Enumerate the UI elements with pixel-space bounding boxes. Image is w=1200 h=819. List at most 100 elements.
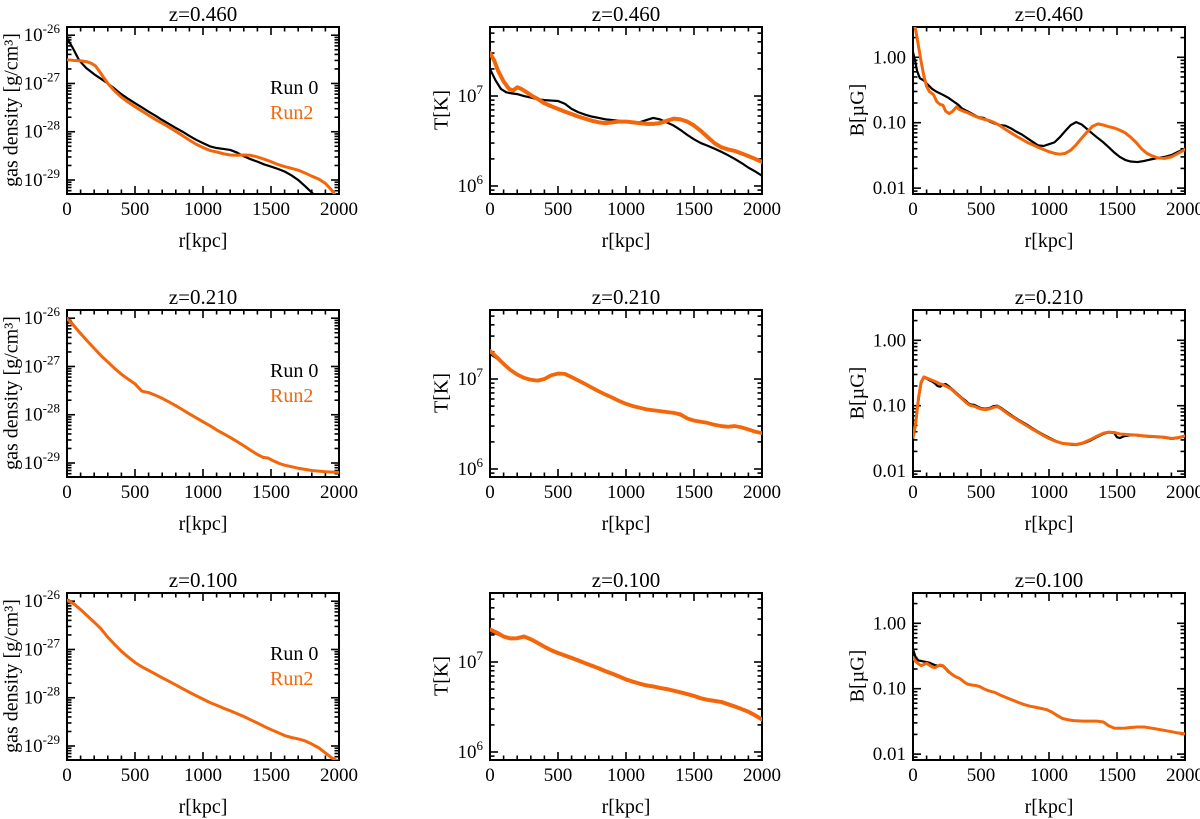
x-tick-label: 1000 bbox=[607, 482, 645, 503]
curve-run2 bbox=[490, 51, 762, 164]
curve-run2 bbox=[913, 655, 1185, 736]
x-axis-label: r[kpc] bbox=[178, 513, 228, 535]
curve-run2 bbox=[67, 317, 339, 474]
x-tick-label: 2000 bbox=[320, 482, 358, 503]
x-tick-label: 1000 bbox=[184, 482, 222, 503]
legend-entry-run0: Run 0 bbox=[270, 360, 319, 382]
plot-title: z=0.100 bbox=[1014, 568, 1084, 592]
x-tick-label: 0 bbox=[485, 482, 495, 503]
y-tick-label: 1.00 bbox=[873, 47, 906, 68]
curve-run2 bbox=[913, 27, 1185, 160]
x-axis-label: r[kpc] bbox=[601, 513, 651, 535]
y-axis-label: T[K] bbox=[430, 90, 453, 130]
x-tick-label: 2000 bbox=[1166, 482, 1200, 503]
x-tick-label: 500 bbox=[121, 482, 150, 503]
legend-entry-run2: Run2 bbox=[270, 668, 314, 690]
x-tick-label: 0 bbox=[908, 765, 918, 786]
x-axis-label: r[kpc] bbox=[178, 796, 228, 818]
plot-title: z=0.460 bbox=[168, 2, 238, 26]
x-tick-label: 500 bbox=[967, 482, 996, 503]
y-tick-label: 0.01 bbox=[873, 461, 906, 482]
plot-title: z=0.100 bbox=[591, 568, 661, 592]
x-tick-label: 1500 bbox=[252, 482, 290, 503]
subplot-gas-density-z0100: 0 500 1000 1500 2000 10-26 10-27 10-28 10-29 z=0… bbox=[0, 566, 400, 819]
plot-frame bbox=[489, 309, 763, 478]
y-tick-label: 10-28 bbox=[24, 118, 60, 143]
axis-ticks bbox=[489, 27, 763, 194]
x-axis-label: r[kpc] bbox=[1024, 513, 1074, 535]
x-tick-label: 1000 bbox=[184, 765, 222, 786]
x-tick-label: 0 bbox=[908, 199, 918, 220]
x-tick-label: 1500 bbox=[1098, 765, 1136, 786]
x-tick-label: 500 bbox=[544, 482, 573, 503]
y-tick-label: 10-28 bbox=[24, 684, 60, 709]
y-axis-label: B[µG] bbox=[846, 649, 869, 703]
subplot-temperature-z0100: 0 500 1000 1500 2000 107 106 z=0.100 T[K] r[kp… bbox=[400, 566, 800, 819]
x-tick-label: 1000 bbox=[1030, 765, 1068, 786]
y-tick-label: 10-27 bbox=[24, 635, 61, 660]
x-tick-label: 1500 bbox=[675, 199, 713, 220]
y-tick-label: 107 bbox=[458, 365, 484, 390]
x-tick-label: 2000 bbox=[743, 199, 781, 220]
axis-ticks bbox=[489, 310, 763, 477]
plot-title: z=0.460 bbox=[1014, 2, 1084, 26]
plot-title: z=0.460 bbox=[591, 2, 661, 26]
plot-frame bbox=[489, 592, 763, 761]
subplot-gas-density-z0460: 0 500 1000 1500 2000 10-26 10-27 10-28 10-29 z=0… bbox=[0, 0, 400, 273]
y-tick-label: 10-27 bbox=[24, 69, 61, 94]
x-axis-label: r[kpc] bbox=[1024, 230, 1074, 252]
y-axis-label: gas density [g/cm³] bbox=[0, 599, 23, 753]
x-tick-label: 1000 bbox=[1030, 482, 1068, 503]
axis-ticks bbox=[489, 593, 763, 760]
x-tick-label: 0 bbox=[485, 765, 495, 786]
x-tick-label: 1500 bbox=[1098, 199, 1136, 220]
plot-frame bbox=[912, 592, 1186, 761]
x-tick-label: 0 bbox=[908, 482, 918, 503]
plot-title: z=0.100 bbox=[168, 568, 238, 592]
plot-frame bbox=[489, 26, 763, 195]
x-tick-label: 2000 bbox=[1166, 765, 1200, 786]
plot-title: z=0.210 bbox=[168, 285, 238, 309]
x-tick-label: 1500 bbox=[1098, 482, 1136, 503]
plot-canvas: 0 500 1000 1500 2000 107 106 bbox=[458, 309, 781, 503]
y-tick-label: 10-27 bbox=[24, 352, 61, 377]
plot-canvas: 0 500 1000 1500 2000 10-26 10-27 10-28 10-29 bbox=[24, 21, 358, 220]
y-tick-label: 106 bbox=[458, 172, 484, 197]
plot-title: z=0.210 bbox=[591, 285, 661, 309]
x-tick-label: 500 bbox=[121, 199, 150, 220]
x-tick-label: 1000 bbox=[1030, 199, 1068, 220]
plot-title: z=0.210 bbox=[1014, 285, 1084, 309]
x-tick-label: 2000 bbox=[320, 199, 358, 220]
subplot-gas-density-z0210: 0 500 1000 1500 2000 10-26 10-27 10-28 10-29 z=0… bbox=[0, 283, 400, 556]
y-tick-label: 106 bbox=[458, 738, 484, 763]
y-tick-label: 10-26 bbox=[24, 304, 61, 329]
plot-canvas: 0 500 1000 1500 2000 1.00 0.10 0.01 bbox=[873, 309, 1200, 503]
subplot-magnetic-field-z0100: 0 500 1000 1500 2000 1.00 0.10 0.01 z=0.100 B[µ… bbox=[800, 566, 1200, 819]
curve-run2 bbox=[913, 375, 1185, 447]
curve-run2 bbox=[67, 58, 337, 194]
curve-run0 bbox=[490, 630, 762, 721]
x-tick-label: 1500 bbox=[675, 765, 713, 786]
y-axis-label: T[K] bbox=[430, 373, 453, 413]
y-tick-label: 10-26 bbox=[24, 21, 61, 46]
plot-canvas: 0 500 1000 1500 2000 10-26 10-27 10-28 10-29 bbox=[24, 587, 358, 786]
plot-frame bbox=[912, 309, 1186, 478]
legend-entry-run0: Run 0 bbox=[270, 77, 319, 99]
x-tick-label: 1000 bbox=[607, 199, 645, 220]
y-tick-label: 1.00 bbox=[873, 613, 906, 634]
legend-entry-run0: Run 0 bbox=[270, 643, 319, 665]
x-tick-label: 500 bbox=[967, 765, 996, 786]
x-tick-label: 2000 bbox=[743, 765, 781, 786]
y-tick-label: 0.01 bbox=[873, 178, 906, 199]
x-tick-label: 0 bbox=[62, 199, 72, 220]
x-tick-label: 1000 bbox=[607, 765, 645, 786]
plot-canvas: 0 500 1000 1500 2000 10-26 10-27 10-28 10-29 bbox=[24, 304, 358, 503]
x-tick-label: 500 bbox=[967, 199, 996, 220]
y-tick-label: 10-28 bbox=[24, 401, 60, 426]
subplot-temperature-z0210: 0 500 1000 1500 2000 107 106 z=0.210 T[K] r[kp… bbox=[400, 283, 800, 556]
x-tick-label: 500 bbox=[544, 765, 573, 786]
x-tick-label: 0 bbox=[62, 482, 72, 503]
legend-entry-run2: Run2 bbox=[270, 385, 314, 407]
y-tick-label: 0.10 bbox=[873, 113, 906, 134]
x-tick-label: 1500 bbox=[252, 765, 290, 786]
